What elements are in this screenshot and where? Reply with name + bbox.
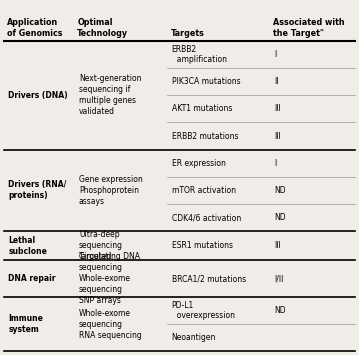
Text: Whole-exome
sequencing
RNA sequencing: Whole-exome sequencing RNA sequencing (79, 308, 142, 340)
Text: Next-generation
sequencing if
multiple genes
validated: Next-generation sequencing if multiple g… (79, 74, 141, 116)
Text: DNA repair: DNA repair (8, 274, 56, 283)
Text: Lethal
subclone: Lethal subclone (8, 236, 47, 256)
Text: PIK3CA mutations: PIK3CA mutations (172, 77, 240, 86)
Text: Targeted
sequencing
Whole-exome
sequencing
SNP arrays: Targeted sequencing Whole-exome sequenci… (79, 252, 131, 305)
Text: III: III (275, 241, 281, 250)
Text: I: I (275, 50, 277, 59)
Text: Gene expression
Phosphoprotein
assays: Gene expression Phosphoprotein assays (79, 175, 143, 206)
Text: I: I (275, 159, 277, 168)
Text: I/II: I/II (275, 274, 284, 283)
Text: ERBB2
  amplification: ERBB2 amplification (172, 45, 227, 64)
Text: ND: ND (275, 306, 286, 315)
Text: Immune
system: Immune system (8, 314, 43, 334)
Text: ER expression: ER expression (172, 159, 225, 168)
Text: BRCA1/2 mutations: BRCA1/2 mutations (172, 274, 246, 283)
Text: Neoantigen: Neoantigen (172, 333, 216, 342)
Text: III: III (275, 132, 281, 141)
Text: mTOR activation: mTOR activation (172, 186, 236, 195)
Text: Drivers (RNA/
proteins): Drivers (RNA/ proteins) (8, 180, 67, 201)
Text: Targets: Targets (171, 29, 204, 38)
Text: ESR1 mutations: ESR1 mutations (172, 241, 233, 250)
Text: ND: ND (275, 213, 286, 222)
Text: Application
of Genomics: Application of Genomics (7, 18, 63, 38)
Text: Ultra-deep
sequencing
Circulating DNA: Ultra-deep sequencing Circulating DNA (79, 230, 140, 261)
Text: ERBB2 mutations: ERBB2 mutations (172, 132, 238, 141)
Text: Drivers (DNA): Drivers (DNA) (8, 91, 68, 100)
Text: Optimal
Technology: Optimal Technology (77, 18, 128, 38)
Text: CDK4/6 activation: CDK4/6 activation (172, 213, 241, 222)
Text: ND: ND (275, 186, 286, 195)
Text: II: II (275, 77, 279, 86)
Text: PD-L1
  overexpression: PD-L1 overexpression (172, 301, 234, 320)
Text: AKT1 mutations: AKT1 mutations (172, 104, 232, 113)
Text: III: III (275, 104, 281, 113)
Text: Associated with
the Target": Associated with the Target" (273, 18, 345, 38)
